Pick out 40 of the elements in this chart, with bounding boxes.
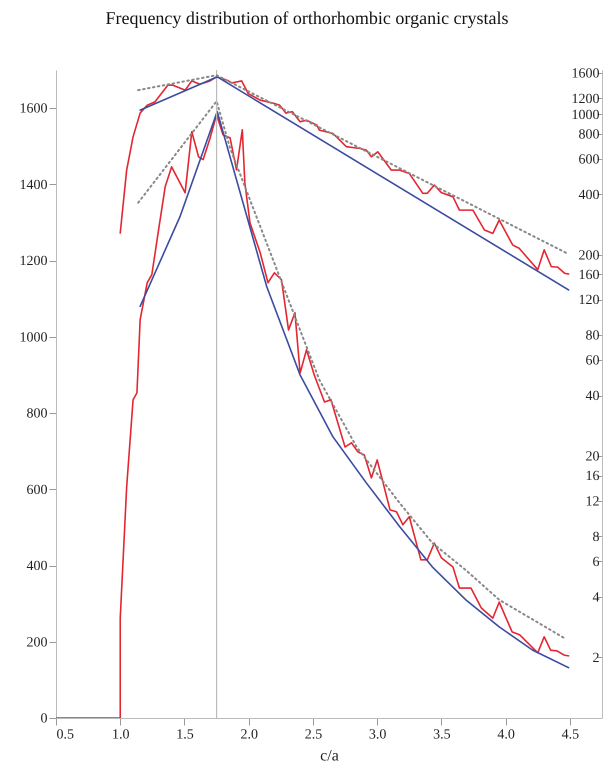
y2-tick-label: 1200 — [572, 92, 600, 107]
x-tick-label: 3.5 — [433, 728, 451, 742]
chart-title: Frequency distribution of orthorhombic organic crystals — [105, 8, 509, 28]
y2-tick-label: 1000 — [572, 108, 600, 123]
y-tick-label: 600 — [26, 482, 48, 498]
y2-tick-label: 8 — [592, 530, 600, 545]
line-series — [56, 114, 570, 718]
y2-tick-label: 40 — [586, 389, 600, 404]
y-tick-label: 0 — [40, 712, 48, 726]
x-tick-label: 1.0 — [112, 728, 130, 742]
y2-tick-label: 60 — [586, 354, 600, 369]
y2-tick-label: 200 — [578, 248, 600, 264]
x-tick-label: 0.5 — [56, 728, 74, 742]
y2-tick-label: 2 — [592, 650, 600, 666]
y2-tick-label: 400 — [578, 188, 600, 203]
y2-tick-label: 120 — [578, 293, 600, 308]
x-tick-label: 4.0 — [497, 728, 515, 742]
y-tick-label: 200 — [26, 635, 48, 650]
x-tick-label: 3.0 — [368, 728, 386, 742]
y2-tick-label: 4 — [592, 590, 600, 606]
y2-tick-label: 20 — [586, 450, 600, 465]
y2-tick-label: 16 — [586, 469, 600, 484]
y-tick-label: 1600 — [20, 102, 48, 117]
y-tick-label: 400 — [26, 559, 48, 574]
y2-tick-label: 800 — [578, 127, 600, 142]
x-tick-label: 2.0 — [240, 728, 258, 742]
y-tick-label: 1000 — [20, 330, 48, 346]
y2-tick-label: 1600 — [572, 66, 600, 82]
x-tick-label: 2.5 — [304, 728, 322, 742]
y2-tick-label: 600 — [578, 152, 600, 168]
y-tick-label: 1400 — [20, 178, 48, 193]
x-tick-label: 1.5 — [176, 728, 194, 742]
y-tick-label: 1200 — [20, 254, 48, 270]
y2-tick-label: 6 — [592, 554, 600, 570]
y-tick-label: 800 — [26, 406, 48, 422]
x-tick-label: 4.5 — [562, 728, 580, 742]
y2-tick-label: 160 — [578, 268, 600, 283]
y2-tick-label: 80 — [586, 328, 600, 344]
x-axis-title: c/a — [320, 748, 339, 764]
y2-tick-label: 12 — [586, 494, 600, 510]
